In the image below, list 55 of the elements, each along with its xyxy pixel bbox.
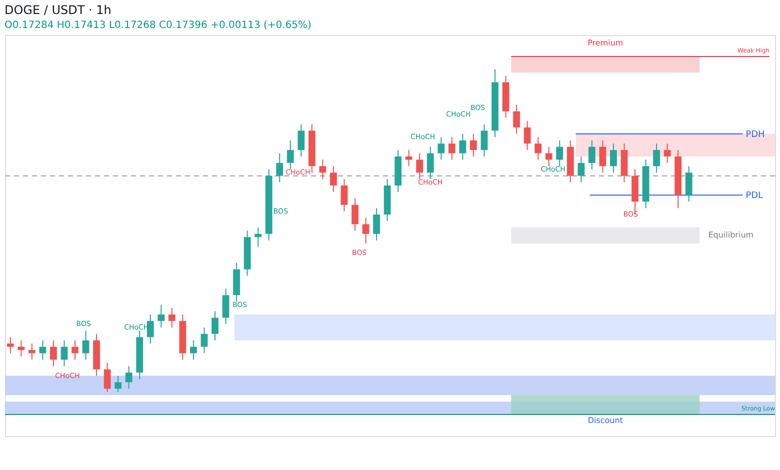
candlestick xyxy=(319,159,326,180)
candlestick xyxy=(168,308,176,328)
candlestick xyxy=(513,104,520,134)
candlestick xyxy=(190,340,197,360)
band-label: Equilibrium xyxy=(708,230,754,240)
candlestick xyxy=(664,143,671,164)
candlestick xyxy=(286,140,294,170)
candlestick xyxy=(222,288,230,325)
candlestick xyxy=(18,340,25,357)
candlestick xyxy=(276,152,284,183)
candlestick xyxy=(82,330,90,360)
candlestick xyxy=(72,340,78,360)
candlestick xyxy=(50,340,57,367)
candlestick xyxy=(330,166,337,192)
candlestick xyxy=(599,140,606,174)
ref-line-label: PDL xyxy=(746,191,764,202)
candlestick xyxy=(39,340,46,360)
candlestick xyxy=(60,340,68,367)
candlestick xyxy=(426,146,434,180)
candlestick xyxy=(416,152,424,180)
chart-title: DOGE / USDT · 1h xyxy=(4,3,112,17)
candlestick xyxy=(448,136,456,160)
candlestick xyxy=(685,166,692,202)
candlestick xyxy=(28,343,36,360)
band-label: Discount xyxy=(588,416,623,425)
candlestick xyxy=(298,124,305,157)
candlestick xyxy=(352,198,358,232)
candlestick xyxy=(146,314,154,344)
ref-line-label: PDH xyxy=(746,130,765,140)
candlestick xyxy=(405,150,412,167)
candlestick xyxy=(114,375,122,392)
candlestick xyxy=(104,362,111,392)
candlestick xyxy=(480,124,488,157)
candlestick xyxy=(534,136,542,160)
candlestick xyxy=(125,366,132,390)
candlestick xyxy=(6,336,14,354)
candlestick xyxy=(653,143,660,174)
band-label: Premium xyxy=(588,38,624,48)
candlestick xyxy=(556,140,564,167)
candlestick xyxy=(362,217,370,244)
candlestick xyxy=(545,146,552,167)
candlestick xyxy=(373,208,380,241)
candlestick xyxy=(340,178,348,212)
candlestick xyxy=(158,304,165,328)
candlestick xyxy=(524,120,531,151)
candlestick xyxy=(588,140,596,170)
candlestick xyxy=(470,133,477,157)
candlestick xyxy=(438,136,445,160)
candlestick xyxy=(212,310,218,341)
candlestick xyxy=(200,326,208,354)
candlestick xyxy=(578,156,585,183)
candlestick xyxy=(459,133,466,160)
candlestick xyxy=(610,143,617,174)
chart-subtitle: O0.17284 H0.17413 L0.17268 C0.17396 +0.00113 (+0.65%) xyxy=(4,20,312,31)
candlestick xyxy=(254,226,262,248)
